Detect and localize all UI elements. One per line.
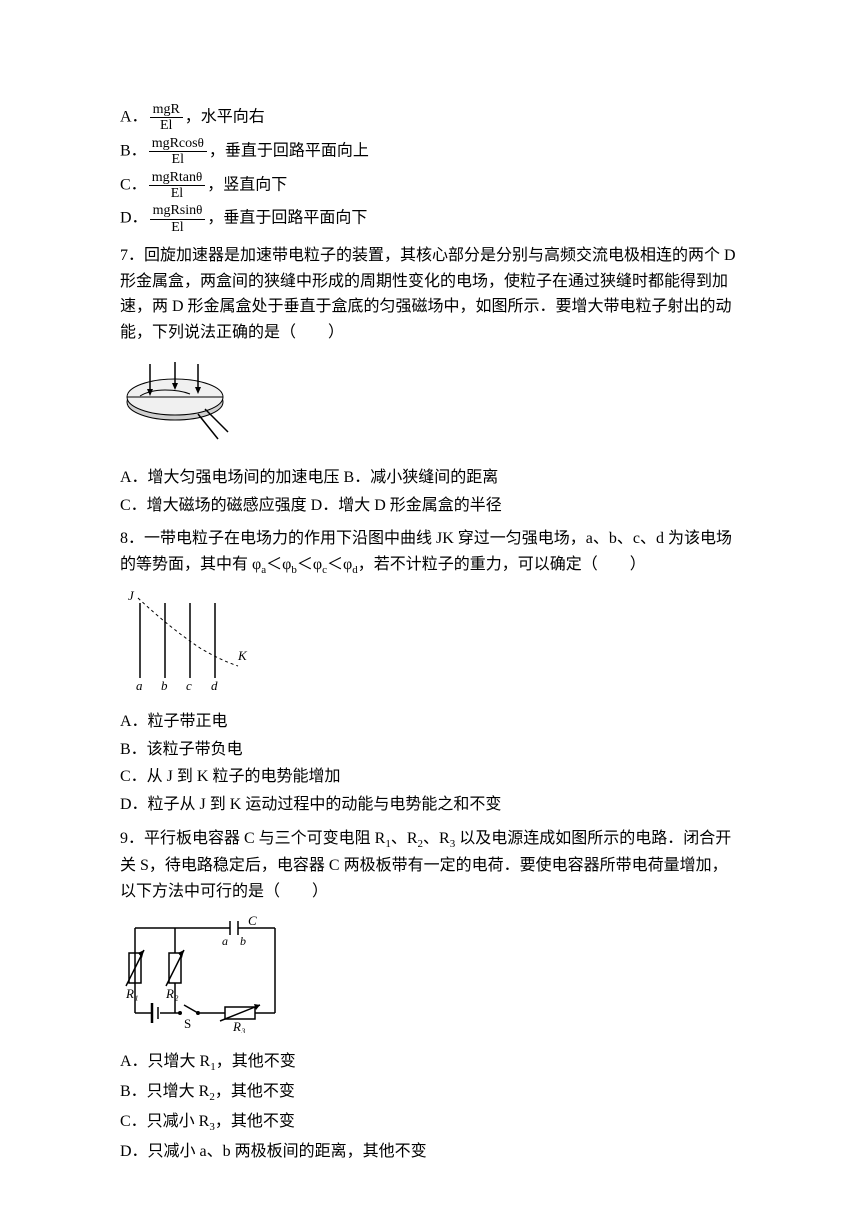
q8-lt2: ＜ bbox=[297, 556, 313, 573]
q6-c-den: El bbox=[149, 186, 206, 201]
q6-b-fraction: mgRcosθEl bbox=[149, 136, 207, 168]
q6-a-den: El bbox=[150, 118, 183, 133]
q8-phi-a: φ bbox=[252, 556, 261, 573]
label-R1: R₁ bbox=[125, 986, 138, 1001]
q9-opt-c: C．只减小 R3，其他不变 bbox=[120, 1109, 740, 1137]
q7-opt-cd: C．增大磁场的磁感应强度 D．增大 D 形金属盒的半径 bbox=[120, 493, 740, 519]
label-a: a bbox=[136, 678, 143, 693]
q7-text: 7．回旋加速器是加速带电粒子的装置，其核心部分是分别与高频交流电极相连的两个 D… bbox=[120, 243, 740, 345]
q6-c-fraction: mgRtanθEl bbox=[149, 170, 206, 202]
q6-a-num: mgR bbox=[150, 102, 183, 118]
q6-c-numtxt: mgRtan bbox=[152, 170, 196, 185]
q8-opt-c: C．从 J 到 K 粒子的电势能增加 bbox=[120, 764, 740, 790]
q6-b-numtxt: mgRcos bbox=[152, 136, 198, 151]
q6-d-suffix: ，垂直于回路平面向下 bbox=[207, 210, 367, 227]
q9-text: 9．平行板电容器 C 与三个可变电阻 R1、R2、R3 以及电源连成如图所示的电… bbox=[120, 826, 740, 905]
q9-m1: 、R bbox=[391, 830, 418, 847]
q6-d-theta: θ bbox=[196, 202, 202, 217]
q8-figure: J K a b c d bbox=[120, 588, 740, 702]
label-R2: R₂ bbox=[165, 986, 179, 1001]
q6-option-a: A．mgREl，水平向右 bbox=[120, 102, 740, 134]
q6-c-label: C． bbox=[120, 176, 147, 193]
label-a2: a bbox=[222, 934, 228, 948]
circuit-icon: C a b R₃ S R₁ R₂ bbox=[120, 913, 290, 1033]
q7-opt-ab: A．增大匀强电场间的加速电压 B．减小狭缝间的距离 bbox=[120, 465, 740, 491]
q6-a-suffix: ，水平向右 bbox=[185, 109, 265, 126]
q6-d-numtxt: mgRsin bbox=[153, 203, 197, 218]
q6-option-d: D．mgRsinθEl，垂直于回路平面向下 bbox=[120, 203, 740, 235]
label-c: c bbox=[186, 678, 192, 693]
q8-phi-c: φ bbox=[313, 556, 322, 573]
label-b2: b bbox=[240, 934, 246, 948]
label-b: b bbox=[161, 678, 168, 693]
q6-b-suffix: ，垂直于回路平面向上 bbox=[209, 142, 369, 159]
q8-lt3: ＜ bbox=[327, 556, 343, 573]
q6-b-num: mgRcosθ bbox=[149, 136, 207, 152]
q6-a-fraction: mgREl bbox=[150, 102, 183, 134]
q6-c-num: mgRtanθ bbox=[149, 170, 206, 186]
q9-opt-d: D．只减小 a、b 两极板间的距离，其他不变 bbox=[120, 1139, 740, 1165]
label-d: d bbox=[211, 678, 218, 693]
label-C: C bbox=[248, 913, 257, 928]
cyclotron-icon bbox=[120, 354, 240, 449]
q6-option-b: B．mgRcosθEl，垂直于回路平面向上 bbox=[120, 136, 740, 168]
q6-d-num: mgRsinθ bbox=[150, 203, 206, 219]
q9-pre: 9．平行板电容器 C 与三个可变电阻 R bbox=[120, 830, 385, 847]
q9c-post: ，其他不变 bbox=[215, 1113, 295, 1130]
q8-lt1: ＜ bbox=[266, 556, 282, 573]
q7-figure bbox=[120, 354, 740, 458]
q9c-pre: C．只减小 R bbox=[120, 1113, 209, 1130]
q8-phi-d: φ bbox=[343, 556, 352, 573]
q6-option-c: C．mgRtanθEl，竖直向下 bbox=[120, 170, 740, 202]
label-S: S bbox=[184, 1016, 191, 1031]
q9a-pre: A．只增大 R bbox=[120, 1053, 210, 1070]
q8-post: ，若不计粒子的重力，可以确定（ ） bbox=[358, 556, 646, 573]
q9-figure: C a b R₃ S R₁ R₂ bbox=[120, 913, 740, 1042]
label-R3: R₃ bbox=[232, 1019, 245, 1033]
q8-opt-d: D．粒子从 J 到 K 运动过程中的动能与电势能之和不变 bbox=[120, 792, 740, 818]
q9-opt-b: B．只增大 R2，其他不变 bbox=[120, 1079, 740, 1107]
q8-text: 8．一带电粒子在电场力的作用下沿图中曲线 JK 穿过一匀强电场，a、b、c、d … bbox=[120, 526, 740, 579]
q6-d-den: El bbox=[150, 220, 206, 235]
q6-b-theta: θ bbox=[198, 135, 204, 150]
q9-m2: 、R bbox=[423, 830, 450, 847]
q9b-pre: B．只增大 R bbox=[120, 1083, 209, 1100]
q6-c-suffix: ，竖直向下 bbox=[207, 176, 287, 193]
q6-b-den: El bbox=[149, 152, 207, 167]
q8-phi-b: φ bbox=[282, 556, 291, 573]
q8-opt-a: A．粒子带正电 bbox=[120, 709, 740, 735]
q9-opt-a: A．只增大 R1，其他不变 bbox=[120, 1049, 740, 1077]
q9b-post: ，其他不变 bbox=[215, 1083, 295, 1100]
q6-d-fraction: mgRsinθEl bbox=[150, 203, 206, 235]
q6-b-label: B． bbox=[120, 142, 147, 159]
q6-c-theta: θ bbox=[196, 169, 202, 184]
label-j: J bbox=[128, 588, 135, 603]
label-k: K bbox=[237, 648, 248, 663]
q9a-post: ，其他不变 bbox=[216, 1053, 296, 1070]
q6-a-label: A． bbox=[120, 109, 148, 126]
q8-opt-b: B．该粒子带负电 bbox=[120, 737, 740, 763]
equipotential-icon: J K a b c d bbox=[120, 588, 250, 693]
q6-d-label: D． bbox=[120, 210, 148, 227]
